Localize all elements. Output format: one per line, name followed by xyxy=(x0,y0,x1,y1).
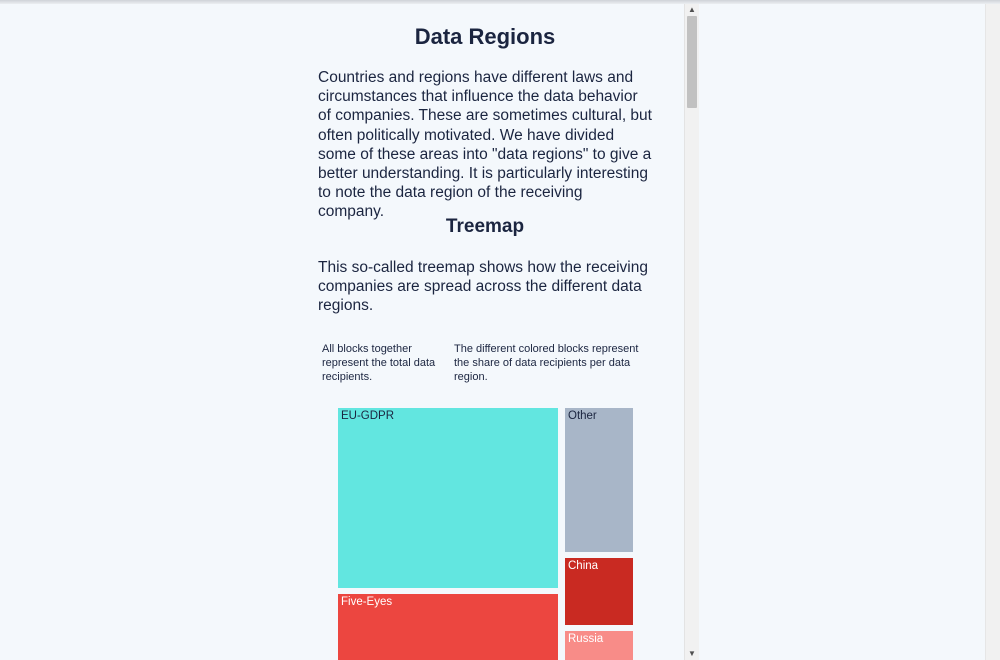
scroll-up-arrow-icon[interactable]: ▲ xyxy=(688,5,696,14)
empty-side-area xyxy=(699,4,985,660)
scroll-down-arrow-icon[interactable]: ▼ xyxy=(688,649,696,658)
treemap-label-china: China xyxy=(568,560,599,572)
treemap-heading: Treemap xyxy=(445,216,525,237)
treemap-label-eu-gdpr: EU-GDPR xyxy=(341,410,395,422)
scrollbar-thumb[interactable] xyxy=(687,16,697,108)
treemap-note-colors: The different colored blocks represent t… xyxy=(454,343,639,383)
window-top-edge xyxy=(0,0,1000,4)
treemap-description: This so-called treemap shows how the rec… xyxy=(318,259,648,315)
treemap-block-russia[interactable]: Russia xyxy=(565,631,633,660)
treemap-block-other[interactable]: Other xyxy=(565,408,633,552)
treemap-note-total: All blocks together represent the total … xyxy=(322,343,436,383)
treemap-block-five-eyes[interactable]: Five-Eyes xyxy=(338,594,558,660)
page-title: Data Regions xyxy=(414,24,556,49)
content-scrollbar[interactable]: ▲ ▼ xyxy=(684,4,699,660)
treemap-block-eu-gdpr[interactable]: EU-GDPR xyxy=(338,408,558,588)
content-frame: Data Regions Countries and regions have … xyxy=(0,4,698,660)
window-scrollbar[interactable] xyxy=(985,4,1000,660)
treemap-label-five-eyes: Five-Eyes xyxy=(341,596,393,608)
intro-paragraph: Countries and regions have different law… xyxy=(318,69,652,221)
treemap-label-other: Other xyxy=(568,410,597,422)
treemap-block-china[interactable]: China xyxy=(565,558,633,625)
treemap-label-russia: Russia xyxy=(568,633,604,645)
